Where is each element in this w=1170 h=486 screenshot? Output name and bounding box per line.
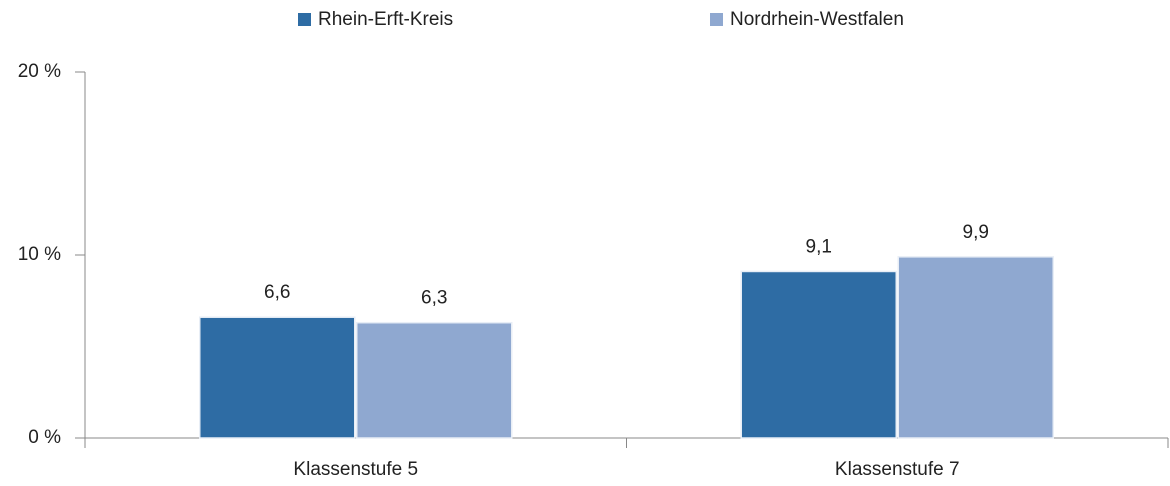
- legend-label: Rhein-Erft-Kreis: [318, 9, 453, 30]
- x-tick-label: Klassenstufe 5: [293, 459, 418, 480]
- x-tick-label: Klassenstufe 7: [835, 459, 960, 480]
- legend-swatch: [298, 13, 311, 26]
- legend-label: Nordrhein-Westfalen: [730, 9, 904, 30]
- bar: [356, 321, 513, 439]
- value-label: 6,3: [421, 288, 447, 309]
- y-tick-label: 10 %: [18, 244, 61, 265]
- value-label: 9,9: [963, 222, 989, 243]
- legend-swatch: [710, 13, 723, 26]
- y-tick-label: 0 %: [28, 427, 61, 448]
- value-label: 9,1: [806, 236, 832, 257]
- bar: [740, 270, 897, 439]
- y-tick-label: 20 %: [18, 61, 61, 82]
- bar: [897, 256, 1054, 439]
- value-label: 6,6: [264, 282, 290, 303]
- bar: [199, 316, 356, 439]
